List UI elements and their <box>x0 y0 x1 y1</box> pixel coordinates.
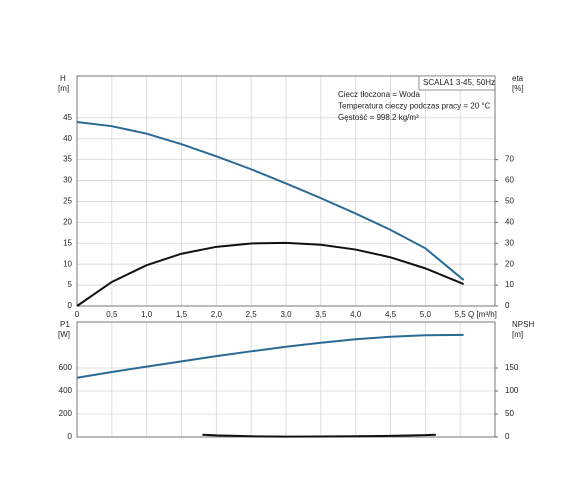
y-tick-label: 15 <box>63 238 72 247</box>
x-tick-label: 2,0 <box>211 310 223 319</box>
y-tick-label: 0 <box>68 432 73 441</box>
x-axis-label: Q [m³/h] <box>468 310 497 319</box>
y-tick-label: 30 <box>63 176 72 185</box>
y2-axis-unit: [%] <box>512 84 524 93</box>
y2-tick-label: 150 <box>505 363 519 372</box>
y-tick-label: 40 <box>63 134 72 143</box>
annotation: Ciecz tłoczona = Woda <box>338 90 420 99</box>
x-tick-label: 2,5 <box>246 310 258 319</box>
y-axis-label: P1 <box>60 320 70 329</box>
y-axis-unit: [W] <box>58 330 70 339</box>
annotation: Temperatura cieczy podczas pracy = 20 °C <box>338 102 491 111</box>
x-tick-label: 5,0 <box>420 310 432 319</box>
plot-frame <box>76 75 496 307</box>
y2-tick-label: 0 <box>505 301 510 310</box>
y-tick-label: 0 <box>68 301 73 310</box>
y2-tick-label: 70 <box>505 155 514 164</box>
y-tick-label: 25 <box>63 197 72 206</box>
x-tick-label: 5,5 <box>455 310 467 319</box>
curve <box>76 333 464 379</box>
y-tick-label: 400 <box>59 386 73 395</box>
y-axis-label: H <box>60 74 66 83</box>
x-tick-label: 0 <box>75 310 80 319</box>
y2-axis-unit: [m] <box>512 330 523 339</box>
y2-tick-label: 0 <box>505 432 510 441</box>
title-box <box>418 75 496 91</box>
y2-tick-label: 50 <box>505 197 514 206</box>
x-tick-label: 3,0 <box>280 310 292 319</box>
x-tick-label: 0,5 <box>106 310 118 319</box>
y2-tick-label: 60 <box>505 176 514 185</box>
y-tick-label: 35 <box>63 155 72 164</box>
x-tick-label: 1,0 <box>141 310 153 319</box>
x-tick-label: 4,0 <box>350 310 362 319</box>
y2-axis-label: NPSH <box>512 320 534 329</box>
y2-axis-label: eta <box>512 74 524 83</box>
y2-tick-label: 10 <box>505 280 514 289</box>
y-tick-label: 45 <box>63 113 72 122</box>
chart-title: SCALA1 3-45, 50Hz <box>423 78 495 87</box>
y2-tick-label: 50 <box>505 409 514 418</box>
x-tick-label: 4,5 <box>385 310 397 319</box>
y-tick-label: 600 <box>59 363 73 372</box>
y2-tick-label: 100 <box>505 386 519 395</box>
annotation: Gęstość = 998.2 kg/m³ <box>338 113 419 122</box>
y-tick-label: 200 <box>59 409 73 418</box>
y-tick-label: 20 <box>63 217 72 226</box>
curve <box>76 121 465 281</box>
x-tick-label: 1,5 <box>176 310 188 319</box>
y-tick-label: 5 <box>68 280 73 289</box>
y2-tick-label: 30 <box>505 238 514 247</box>
y-axis-unit: [m] <box>58 84 69 93</box>
curve <box>76 241 465 307</box>
x-tick-label: 3,5 <box>315 310 327 319</box>
curve <box>202 433 436 438</box>
y2-tick-label: 20 <box>505 259 514 268</box>
y2-tick-label: 40 <box>505 217 514 226</box>
y-tick-label: 10 <box>63 259 72 268</box>
